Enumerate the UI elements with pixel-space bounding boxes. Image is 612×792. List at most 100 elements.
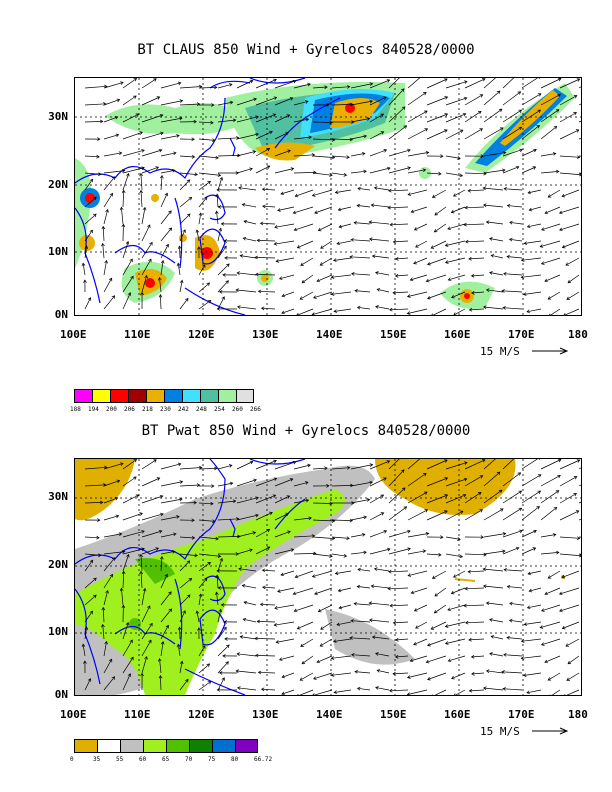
wind-arrow <box>445 240 466 246</box>
wind-arrow-head <box>402 487 406 491</box>
wind-arrow <box>523 291 542 295</box>
wind-arrow-head <box>316 659 321 664</box>
wind-arrow-head <box>388 188 392 193</box>
wind-arrow-head <box>373 186 378 190</box>
wind-arrow <box>408 570 428 577</box>
wind-arrow <box>471 672 485 675</box>
wind-arrow <box>388 167 411 174</box>
wind-arrow <box>483 187 504 191</box>
wind-arrow-head <box>159 113 164 118</box>
wind-arrow-head <box>375 271 379 275</box>
colorbar-label: 75 <box>208 756 216 763</box>
wind-arrow <box>331 138 353 140</box>
wind-arrow-head <box>447 226 451 231</box>
colorbar-swatch <box>97 739 120 753</box>
wind-arrow-head <box>266 546 271 550</box>
wind-arrow-head <box>559 608 563 613</box>
wind-arrow-head <box>217 205 221 209</box>
wind-arrow <box>502 78 515 89</box>
wind-arrow-head <box>257 289 262 294</box>
wind-arrow-head <box>498 108 503 113</box>
wind-arrow-head <box>386 547 391 552</box>
wind-arrow <box>159 658 162 674</box>
wind-arrow <box>339 223 352 228</box>
wind-arrow <box>338 587 352 592</box>
wind-arrow <box>320 638 333 647</box>
wind-arrow-head <box>557 93 561 98</box>
wind-arrow <box>160 260 164 276</box>
wind-arrow-head <box>221 677 225 681</box>
panel1-ytick: 0N <box>54 308 68 321</box>
wind-arrow <box>293 587 314 595</box>
wind-arrow <box>217 482 233 487</box>
wind-arrow-head <box>266 148 271 152</box>
wind-arrow-head <box>576 155 581 159</box>
wind-arrow-head <box>249 460 254 465</box>
wind-arrow <box>447 604 466 611</box>
wind-arrow <box>506 637 523 640</box>
wind-arrow <box>503 273 523 276</box>
wind-arrow-head <box>285 131 290 136</box>
wind-arrow-head <box>324 466 328 471</box>
wind-arrow-head <box>214 85 218 90</box>
wind-arrow <box>371 204 390 208</box>
wind-arrow <box>198 502 214 505</box>
wind-arrow-head <box>357 186 361 191</box>
wind-arrow-head <box>485 220 490 224</box>
wind-arrow-head <box>158 148 163 153</box>
wind-arrow <box>179 155 195 158</box>
wind-arrow-head <box>313 676 317 680</box>
wind-arrow <box>527 223 542 228</box>
wind-arrow-head <box>147 605 151 610</box>
wind-arrow-head <box>119 587 124 592</box>
wind-arrow <box>521 257 542 261</box>
wind-arrow <box>509 238 523 242</box>
precipitable-water-shading <box>75 459 581 695</box>
wind-arrow-head <box>565 643 570 647</box>
wind-arrow <box>434 223 447 233</box>
wind-arrow <box>198 578 208 589</box>
wind-arrow-head <box>211 103 215 107</box>
wind-arrow <box>408 189 428 196</box>
wind-arrow <box>179 661 183 674</box>
wind-arrow <box>103 515 119 521</box>
wind-arrow <box>551 689 561 695</box>
wind-arrow <box>318 604 333 612</box>
wind-arrow <box>242 204 257 208</box>
wind-arrow-head <box>490 635 495 639</box>
panel2-map <box>74 458 582 696</box>
wind-arrow <box>313 291 333 299</box>
wind-arrow-head <box>281 674 286 679</box>
panel1-colorbar <box>74 389 254 403</box>
wind-arrow <box>262 188 276 191</box>
wind-arrow-head <box>286 495 291 499</box>
wind-arrow-head <box>262 585 266 590</box>
wind-arrow-head <box>383 530 388 534</box>
wind-arrow <box>84 196 97 208</box>
wind-arrow-head <box>194 553 198 558</box>
colorbar-swatch <box>164 389 182 403</box>
wind-arrow-head <box>422 549 427 553</box>
wind-arrow-head <box>407 547 411 551</box>
wind-arrow-head <box>101 606 106 611</box>
wind-arrow-head <box>305 117 310 122</box>
wind-arrow <box>445 553 463 558</box>
wind-arrow-head <box>557 78 562 82</box>
wind-arrow <box>567 655 580 665</box>
wind-arrow <box>483 533 506 538</box>
wind-arrow-head <box>224 256 228 260</box>
wind-arrow <box>141 588 146 606</box>
wind-arrow-head <box>116 479 121 484</box>
wind-arrow-head <box>409 277 414 282</box>
wind-arrow <box>160 152 177 157</box>
wind-arrow-head <box>187 594 191 598</box>
wind-arrow-head <box>459 173 464 178</box>
wind-arrow-head <box>383 149 388 153</box>
wind-arrow-head <box>105 590 109 594</box>
wind-arrow-head <box>444 494 449 498</box>
wind-arrow-head <box>255 653 259 658</box>
wind-arrow <box>236 80 253 89</box>
wind-arrow <box>274 80 296 89</box>
wind-arrow-head <box>552 152 557 156</box>
wind-arrow <box>244 601 257 606</box>
